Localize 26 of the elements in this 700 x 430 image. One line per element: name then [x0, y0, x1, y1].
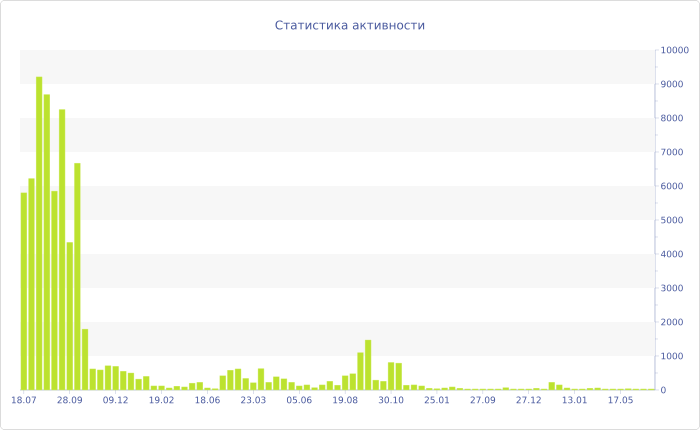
y-tick-label: 8000: [661, 114, 683, 122]
x-tick-label: 27.09: [470, 396, 496, 404]
x-tick-label: 09.12: [103, 396, 128, 404]
y-tick-label: 7000: [661, 148, 683, 156]
x-tick-label: 19.02: [150, 396, 174, 404]
y-tick-label: 5000: [661, 216, 683, 224]
x-tick-label: 19.08: [333, 396, 358, 404]
x-tick-label: 17.05: [608, 396, 633, 404]
x-tick-label: 18.06: [196, 396, 220, 404]
x-tick-label: 25.01: [424, 396, 449, 404]
y-tick-label: 2000: [661, 318, 683, 326]
y-tick-label: 0: [661, 386, 666, 394]
x-tick-label: 30.10: [378, 396, 404, 404]
x-tick-label: 23.03: [241, 396, 266, 404]
x-tick-label: 28.09: [58, 396, 82, 404]
y-tick-label: 1000: [662, 352, 683, 360]
x-tick-label: 27.12: [516, 396, 541, 404]
x-tick-label: 13.01: [562, 396, 587, 404]
y-tick-label: 6000: [661, 182, 683, 190]
y-tick-label: 9000: [661, 80, 683, 88]
y-tick-label: 4000: [660, 250, 683, 258]
y-tick-label: 3000: [661, 284, 683, 292]
chart-title: Статистика активности: [276, 20, 424, 30]
x-tick-label: 05.06: [286, 396, 312, 404]
x-tick-label: 18.07: [12, 396, 36, 404]
y-tick-label: 10000: [662, 46, 689, 54]
